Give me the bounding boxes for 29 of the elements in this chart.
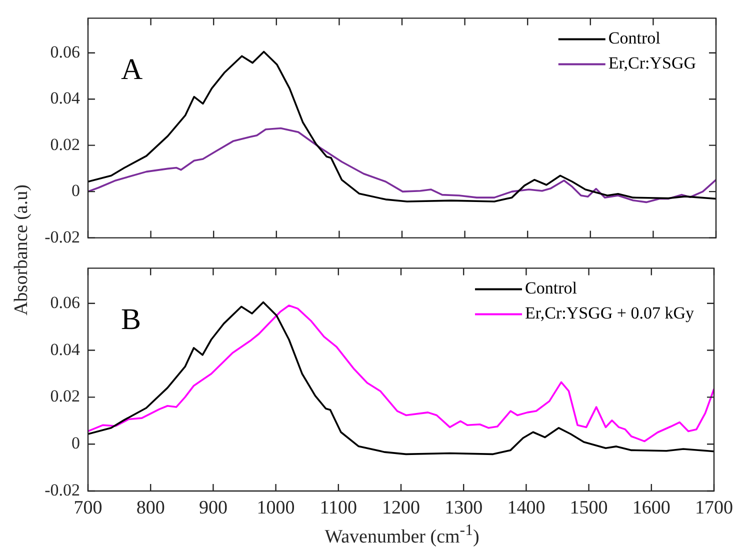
y-tick-label: 0.04 — [50, 340, 80, 359]
y-axis-title: Absorbance (a.u) — [11, 184, 33, 316]
x-tick-label: 1200 — [382, 497, 420, 518]
y-tick-label: 0.04 — [50, 88, 80, 108]
x-tick-label: 700 — [74, 497, 102, 518]
y-tick-label: 0.06 — [50, 292, 80, 312]
x-tick-label: 1500 — [570, 497, 608, 518]
annotation: A — [121, 53, 143, 86]
x-tick-label: 1700 — [695, 497, 733, 518]
x-tick-label: 800 — [136, 497, 165, 518]
y-tick-label: 0.02 — [50, 386, 80, 406]
x-tick-label: 1400 — [507, 497, 546, 518]
y-tick-label: -0.02 — [44, 227, 80, 246]
y-tick-label: -0.02 — [44, 480, 80, 500]
annotation: B — [121, 303, 142, 336]
y-tick-label: 0.06 — [50, 42, 80, 62]
legend-label: Er,Cr:YSGG — [608, 54, 696, 73]
legend-label: Control — [608, 28, 661, 48]
y-tick-label: 0.02 — [50, 134, 80, 154]
x-tick-label: 1600 — [632, 497, 670, 518]
y-tick-label: 0 — [72, 181, 80, 200]
y-tick-label: 0 — [72, 434, 80, 453]
legend-label: Control — [525, 278, 578, 298]
x-tick-label: 900 — [198, 497, 228, 518]
x-tick-label: 1000 — [256, 497, 295, 518]
x-tick-label: 1100 — [320, 497, 358, 518]
legend-label: Er,Cr:YSGG + 0.07 kGy — [525, 304, 694, 323]
x-axis-title: Wavenumber (cm$^{-1}$) — [324, 522, 480, 548]
x-tick-label: 1300 — [444, 497, 483, 518]
